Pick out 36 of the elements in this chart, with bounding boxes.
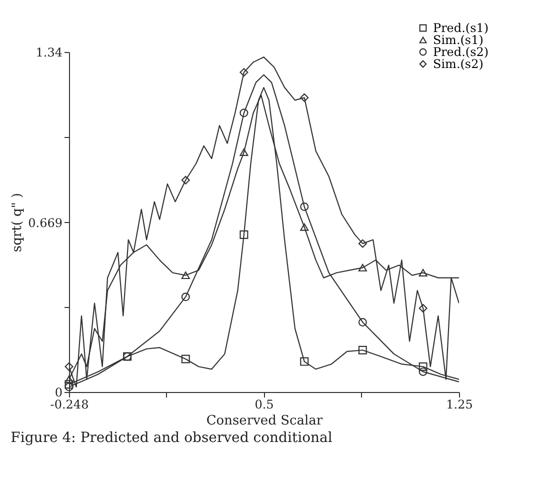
caption: Figure 4: Predicted and observed conditional bbox=[10, 430, 333, 446]
point bbox=[64, 380, 74, 389]
point bbox=[418, 367, 428, 376]
legend-label: Pred.(s1) bbox=[433, 21, 489, 35]
legend-label: Sim.(s2) bbox=[433, 57, 484, 71]
y-axis-title: sqrt( q" ) bbox=[10, 192, 26, 252]
y-tick-label: 0 bbox=[54, 386, 62, 400]
point bbox=[181, 272, 190, 280]
point bbox=[358, 318, 367, 326]
point bbox=[240, 230, 248, 239]
point bbox=[240, 108, 248, 118]
y-tick-label: 1.34 bbox=[36, 46, 63, 60]
point bbox=[240, 68, 248, 77]
x-axis-title: Conserved Scalar bbox=[206, 414, 324, 428]
point bbox=[300, 223, 309, 231]
legend-label: Sim.(s1) bbox=[433, 33, 484, 47]
point bbox=[181, 292, 190, 302]
x-tick-label: 1.25 bbox=[446, 398, 473, 412]
point bbox=[64, 376, 74, 384]
point bbox=[300, 357, 309, 366]
point bbox=[181, 176, 190, 184]
x-tick-label: -0.248 bbox=[50, 398, 89, 412]
point bbox=[358, 346, 367, 354]
x-tick-label: 0.5 bbox=[254, 398, 274, 412]
point bbox=[300, 93, 309, 102]
point bbox=[358, 239, 367, 248]
point bbox=[300, 202, 309, 212]
point bbox=[64, 362, 74, 371]
point bbox=[240, 148, 248, 156]
point bbox=[181, 354, 190, 364]
point bbox=[418, 268, 428, 277]
legend-label: Pred.(s2) bbox=[433, 45, 489, 59]
point bbox=[418, 362, 428, 371]
point bbox=[418, 304, 428, 313]
point bbox=[358, 264, 367, 272]
y-tick-label: 0.669 bbox=[28, 216, 62, 230]
